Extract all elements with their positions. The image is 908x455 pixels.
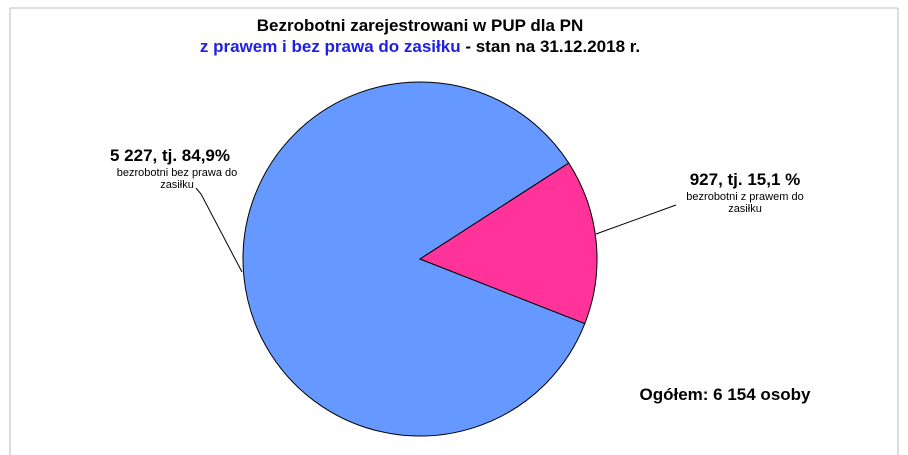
pie-slice <box>418 162 598 325</box>
legend-label: bezrobotni bez prawa do zasiłku <box>116 167 238 191</box>
pie <box>242 81 598 437</box>
data-label: 927, tj. 15,1 % <box>689 170 801 189</box>
subtitle-part: - stan na 31.12.2018 r. <box>460 37 641 56</box>
legend-label: bezrobotni z prawem do zasiłku <box>686 191 804 215</box>
leader-line <box>595 204 677 235</box>
chart-title: Bezrobotni zarejestrowani w PUP dla PN <box>256 16 584 35</box>
leader-line <box>195 187 243 273</box>
annotation: Ogółem: 6 154 osoby <box>639 385 811 404</box>
data-label: 5 227, tj. 84,9% <box>109 146 231 165</box>
chart-subtitle: z prawem i bez prawa do zasiłku - stan n… <box>80 37 760 57</box>
pie-slice <box>242 81 586 437</box>
subtitle-part: z prawem i bez prawa do zasiłku <box>199 37 461 56</box>
